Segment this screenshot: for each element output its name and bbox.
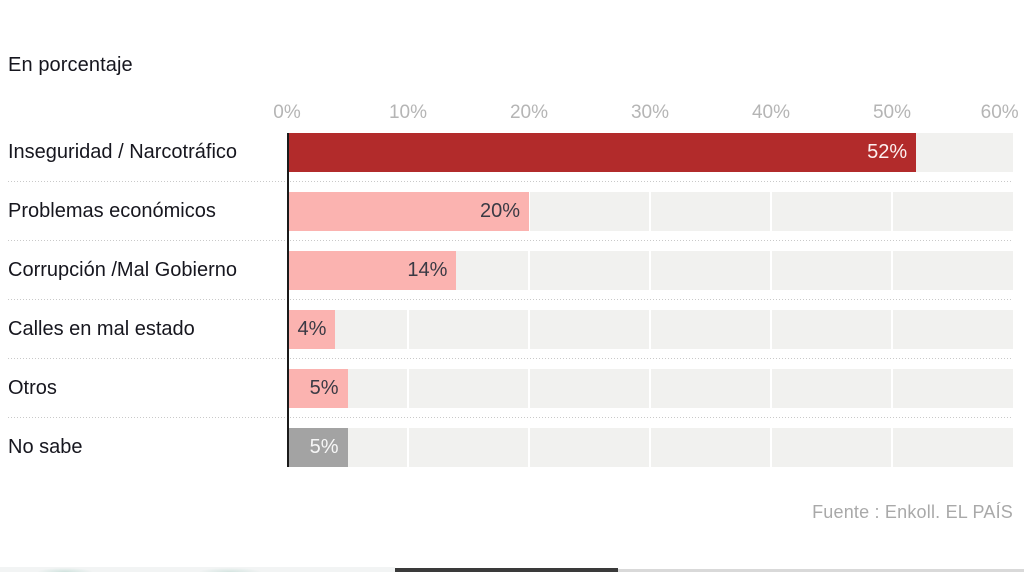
- gridline: [769, 369, 772, 408]
- row-label: Corrupción /Mal Gobierno: [8, 259, 237, 281]
- bar-row: Corrupción /Mal Gobierno 14%: [8, 251, 1013, 290]
- bar-track: 5%: [287, 428, 1013, 467]
- cropped-dark-strip: [395, 568, 618, 572]
- gridline: [891, 310, 893, 349]
- bar: 4%: [287, 310, 336, 349]
- row-separator: [8, 408, 1013, 428]
- bar-value-label: 5%: [309, 377, 339, 399]
- row-label: No sabe: [8, 436, 83, 458]
- gridline: [891, 192, 893, 231]
- cropped-light-strip: [618, 569, 1024, 572]
- gridline: [891, 428, 893, 467]
- gridline: [527, 369, 530, 408]
- axis-tick-label: 10%: [388, 102, 428, 123]
- bar-row: Problemas económicos 20%: [8, 192, 1013, 231]
- cropped-bottom-content: [0, 566, 1024, 572]
- axis-tick-label: 20%: [509, 102, 549, 123]
- bar: 52%: [287, 133, 917, 172]
- bar-row: Otros 5%: [8, 369, 1013, 408]
- bar-track: 14%: [287, 251, 1013, 290]
- axis-tick-label: 50%: [872, 102, 912, 123]
- bar-value-label: 14%: [407, 259, 448, 281]
- bar-track: 20%: [287, 192, 1013, 231]
- gridline: [649, 369, 651, 408]
- row-separator: [8, 172, 1013, 192]
- row-separator: [8, 231, 1013, 251]
- source-credit: Fuente : Enkoll. EL PAÍS: [812, 502, 1013, 522]
- row-label: Inseguridad / Narcotráfico: [8, 141, 238, 163]
- bar-value-label: 4%: [297, 318, 327, 340]
- gridline: [649, 251, 651, 290]
- bar-track: 5%: [287, 369, 1013, 408]
- gridline: [406, 369, 409, 408]
- bar-value-label: 20%: [479, 200, 520, 222]
- bar-value-label: 5%: [309, 436, 339, 458]
- gridline: [769, 310, 772, 349]
- axis-tick-label: 60%: [980, 102, 1019, 123]
- gridline: [527, 310, 530, 349]
- cropped-thumbnail-strip: [0, 567, 395, 572]
- bar-value-label: 52%: [867, 141, 908, 163]
- gridline: [891, 251, 893, 290]
- bar-track: 4%: [287, 310, 1013, 349]
- row-label: Problemas económicos: [8, 200, 216, 222]
- bar: 5%: [287, 428, 348, 467]
- row-separator: [8, 290, 1013, 310]
- axis-tick-label: 0%: [273, 102, 301, 123]
- chart-rows: Inseguridad / Narcotráfico 52% Problemas e…: [8, 133, 1013, 467]
- gridline: [769, 192, 772, 231]
- gridline: [769, 428, 772, 467]
- gridline: [406, 310, 409, 349]
- gridline: [406, 428, 409, 467]
- row-label: Calles en mal estado: [8, 318, 195, 340]
- gridline: [649, 192, 651, 231]
- bar-row: No sabe 5%: [8, 428, 1013, 467]
- zero-axis-line: [287, 133, 289, 467]
- row-label: Otros: [8, 377, 57, 399]
- gridline: [649, 428, 651, 467]
- gridline: [649, 310, 651, 349]
- bar-track: 52%: [287, 133, 1013, 172]
- x-axis: 0% 10% 20% 30% 40% 50% 60%: [273, 100, 1018, 133]
- row-separator: [8, 349, 1013, 369]
- gridline: [527, 428, 530, 467]
- bar-chart: 0% 10% 20% 30% 40% 50% 60% Inseguridad / Narco…: [8, 100, 1019, 467]
- bar: 14%: [287, 251, 457, 290]
- bar: 5%: [287, 369, 348, 408]
- chart-subtitle: En porcentaje: [8, 54, 133, 76]
- gridline: [891, 369, 893, 408]
- axis-tick-label: 30%: [630, 102, 670, 123]
- bar-row: Calles en mal estado 4%: [8, 310, 1013, 349]
- gridline: [769, 251, 772, 290]
- bar: 20%: [287, 192, 529, 231]
- gridline: [527, 251, 530, 290]
- bar-row: Inseguridad / Narcotráfico 52%: [8, 133, 1013, 172]
- axis-tick-label: 40%: [751, 102, 791, 123]
